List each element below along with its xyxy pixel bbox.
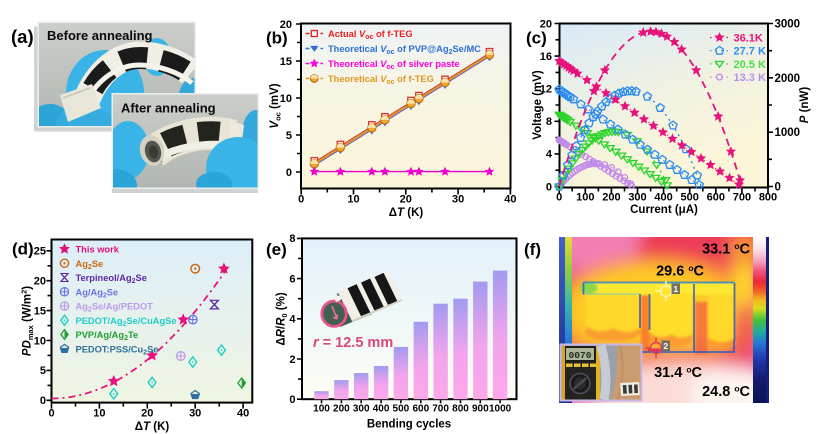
svg-text:0: 0 — [40, 395, 46, 407]
svg-text:ΔT (K): ΔT (K) — [389, 207, 424, 219]
svg-text:0: 0 — [298, 194, 304, 206]
svg-text:0: 0 — [286, 167, 292, 179]
svg-text:After annealing: After annealing — [121, 101, 216, 116]
svg-text:33.1 oC: 33.1 oC — [702, 241, 750, 258]
svg-text:20: 20 — [540, 18, 552, 30]
svg-text:Ag2Se/Ag/PEDOT: Ag2Se/Ag/PEDOT — [76, 302, 154, 314]
svg-text:12: 12 — [540, 84, 552, 96]
svg-text:Before annealing: Before annealing — [47, 28, 153, 43]
svg-text:30: 30 — [452, 194, 464, 206]
svg-text:r = 12.5 mm: r = 12.5 mm — [313, 335, 393, 351]
svg-text:PEDOT:PSS/Cu2Se: PEDOT:PSS/Cu2Se — [76, 344, 159, 356]
svg-text:2: 2 — [289, 354, 295, 366]
svg-text:15: 15 — [280, 56, 292, 68]
svg-text:31.4 oC: 31.4 oC — [654, 365, 702, 382]
svg-text:This work: This work — [76, 245, 120, 255]
svg-text:5: 5 — [286, 130, 292, 142]
svg-text:500: 500 — [393, 404, 410, 415]
svg-text:0: 0 — [775, 182, 781, 194]
svg-text:4: 4 — [289, 314, 296, 326]
svg-text:20: 20 — [141, 408, 153, 420]
svg-text:200: 200 — [333, 404, 350, 415]
svg-text:Terpineol/Ag2Se: Terpineol/Ag2Se — [76, 273, 147, 285]
svg-text:Voc (mV): Voc (mV) — [269, 83, 283, 128]
svg-text:10: 10 — [34, 335, 46, 347]
svg-text:8: 8 — [546, 116, 552, 128]
svg-text:(a): (a) — [11, 26, 34, 47]
svg-text:Actual Voc of f-TEG: Actual Voc of f-TEG — [328, 29, 413, 41]
svg-text:1000: 1000 — [775, 127, 801, 139]
svg-text:1000: 1000 — [489, 404, 512, 415]
svg-text:800: 800 — [452, 404, 469, 415]
svg-text:200: 200 — [602, 192, 620, 204]
svg-text:6: 6 — [289, 273, 295, 285]
svg-text:PDmax (W/m2): PDmax (W/m2) — [20, 286, 36, 356]
svg-text:2000: 2000 — [775, 73, 801, 85]
svg-text:800: 800 — [759, 192, 777, 204]
svg-text:40: 40 — [237, 408, 249, 420]
svg-text:Bending cycles: Bending cycles — [367, 419, 451, 431]
svg-text:20: 20 — [280, 19, 292, 31]
svg-text:30: 30 — [189, 408, 201, 420]
svg-text:ΔT (K): ΔT (K) — [135, 421, 170, 433]
svg-text:300: 300 — [353, 404, 370, 415]
svg-text:0070: 0070 — [569, 350, 592, 361]
svg-text:(c): (c) — [526, 29, 547, 48]
svg-text:PVP/Ag/Ag2Te: PVP/Ag/Ag2Te — [76, 330, 139, 342]
svg-text:4: 4 — [546, 149, 553, 161]
svg-text:0: 0 — [546, 181, 552, 193]
svg-text:ΔR/R0 (%): ΔR/R0 (%) — [276, 292, 290, 346]
svg-text:40: 40 — [504, 194, 516, 206]
svg-text:1: 1 — [673, 284, 678, 294]
svg-text:400: 400 — [373, 404, 390, 415]
svg-text:Theoretical Voc of f-TEG: Theoretical Voc of f-TEG — [328, 74, 434, 86]
svg-text:20.5 K: 20.5 K — [734, 59, 766, 71]
svg-text:700: 700 — [733, 192, 751, 204]
svg-text:Ag/Ag2Se: Ag/Ag2Se — [76, 287, 119, 299]
svg-text:Current (μA): Current (μA) — [630, 204, 698, 216]
svg-text:900: 900 — [472, 404, 489, 415]
svg-text:Voltage (mV): Voltage (mV) — [532, 70, 544, 140]
svg-text:10: 10 — [347, 194, 359, 206]
svg-text:700: 700 — [432, 404, 449, 415]
svg-text:(b): (b) — [266, 29, 288, 48]
svg-text:600: 600 — [707, 192, 725, 204]
svg-text:P (nW): P (nW) — [799, 87, 811, 124]
svg-text:100: 100 — [576, 192, 594, 204]
svg-text:27.7 K: 27.7 K — [734, 46, 766, 58]
svg-text:15: 15 — [34, 305, 46, 317]
svg-text:8: 8 — [289, 233, 295, 245]
svg-text:(f): (f) — [524, 240, 541, 259]
svg-text:5: 5 — [40, 365, 46, 377]
svg-text:Ag2Se: Ag2Se — [76, 259, 104, 271]
svg-text:16: 16 — [540, 51, 552, 63]
svg-text:25: 25 — [34, 246, 46, 258]
svg-text:(e): (e) — [266, 240, 287, 259]
svg-text:3000: 3000 — [775, 19, 801, 31]
svg-text:29.6 oC: 29.6 oC — [656, 263, 704, 280]
svg-text:0: 0 — [48, 408, 54, 420]
svg-text:0: 0 — [289, 394, 295, 406]
svg-text:500: 500 — [681, 192, 699, 204]
svg-text:Theoretical Voc of PVP@Ag2Se/M: Theoretical Voc of PVP@Ag2Se/MC — [328, 44, 481, 56]
svg-text:400: 400 — [654, 192, 672, 204]
svg-text:36.1K: 36.1K — [734, 33, 763, 45]
svg-text:300: 300 — [628, 192, 646, 204]
svg-text:24.8 oC: 24.8 oC — [702, 384, 750, 401]
svg-text:10: 10 — [280, 93, 292, 105]
svg-text:2: 2 — [663, 341, 668, 351]
svg-text:20: 20 — [34, 276, 46, 288]
svg-text:(d): (d) — [12, 240, 34, 259]
svg-text:600: 600 — [412, 404, 429, 415]
svg-text:0: 0 — [556, 192, 562, 204]
svg-text:20: 20 — [400, 194, 412, 206]
svg-text:Theoretical Voc of silver past: Theoretical Voc of silver paste — [328, 59, 460, 71]
svg-text:PEDOT/Ag2Se/CuAgSe: PEDOT/Ag2Se/CuAgSe — [76, 316, 177, 328]
svg-text:10: 10 — [93, 408, 105, 420]
svg-text:13.3 K: 13.3 K — [734, 72, 766, 84]
svg-text:100: 100 — [313, 404, 330, 415]
